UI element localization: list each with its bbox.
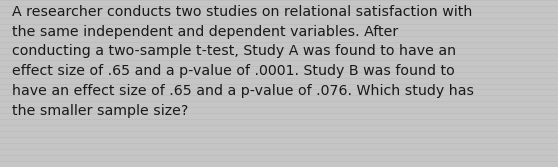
Text: A researcher conducts two studies on relational satisfaction with
the same indep: A researcher conducts two studies on rel… [12,5,474,118]
